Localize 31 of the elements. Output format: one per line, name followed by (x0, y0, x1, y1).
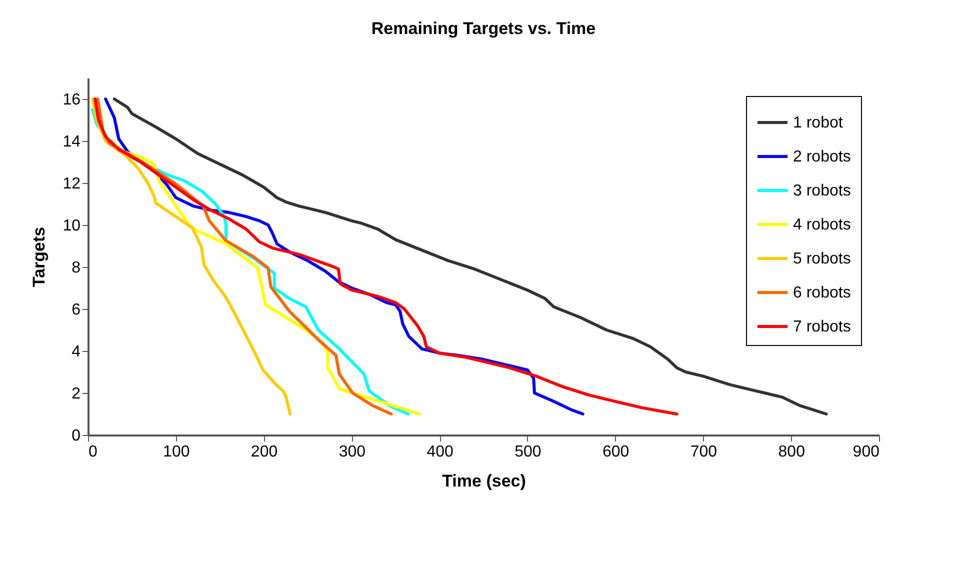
x-tick-label: 600 (602, 444, 630, 460)
y-tick-label: 4 (72, 344, 81, 360)
legend-label: 4 robots (793, 216, 851, 234)
y-tick-label: 16 (62, 92, 81, 108)
legend-label: 7 robots (793, 318, 851, 336)
chart-title: Remaining Targets vs. Time (371, 19, 596, 38)
y-tick-label: 10 (62, 218, 81, 234)
y-tick-label: 6 (72, 302, 81, 318)
y-axis-title: Targets (30, 226, 49, 288)
legend-label: 5 robots (793, 250, 851, 268)
legend-label: 2 robots (793, 148, 851, 166)
y-tick-label: 8 (72, 260, 81, 276)
legend-label: 3 robots (793, 182, 851, 200)
y-tick-label: 12 (62, 176, 81, 192)
x-tick-label: 700 (690, 444, 718, 460)
x-tick-label: 200 (250, 444, 278, 460)
x-tick-label: 500 (514, 444, 542, 460)
legend-label: 6 robots (793, 284, 851, 302)
x-tick-label: 800 (778, 444, 806, 460)
line-series (92, 98, 292, 416)
legend-label: 1 robot (793, 114, 844, 132)
x-axis-title: Time (sec) (442, 472, 526, 490)
line-series (94, 98, 678, 416)
x-tick-label: 300 (338, 444, 366, 460)
x-tick-label: 400 (426, 444, 454, 460)
y-tick-label: 14 (62, 134, 81, 150)
x-tick-label: 900 (852, 444, 880, 460)
y-tick-label: 0 (72, 428, 81, 444)
x-tick-label: 0 (88, 444, 98, 460)
y-tick-label: 2 (72, 386, 81, 402)
x-tick-label: 100 (163, 444, 190, 460)
